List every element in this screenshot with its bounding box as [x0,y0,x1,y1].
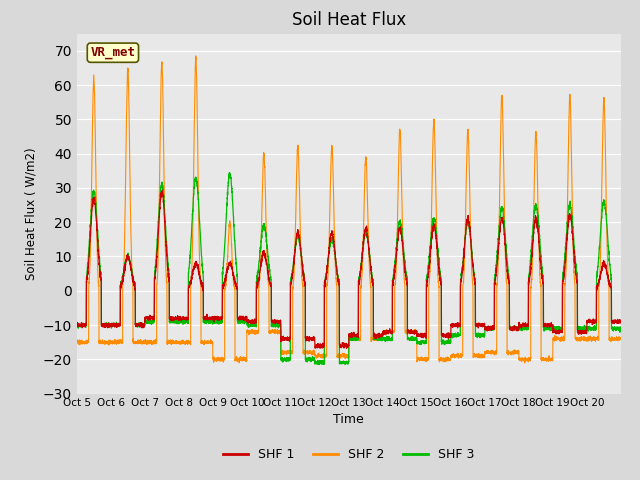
SHF 2 [521,360,529,366]
Line: SHF 2: SHF 2 [77,56,621,363]
SHF 2 [398,210,406,216]
SHF 1 [525,277,532,283]
Legend: SHF 1, SHF 2, SHF 3: SHF 1, SHF 2, SHF 3 [218,443,479,466]
SHF 3 [369,279,377,285]
SHF 2 [192,53,200,59]
SHF 2 [369,337,377,343]
SHF 2 [539,355,547,360]
SHF 2 [617,336,625,341]
X-axis label: Time: Time [333,413,364,426]
Text: VR_met: VR_met [90,46,136,59]
SHF 2 [525,357,532,363]
SHF 3 [525,273,532,278]
SHF 3 [186,259,193,264]
SHF 1 [73,322,81,327]
SHF 3 [617,325,625,331]
SHF 3 [316,361,323,367]
Line: SHF 3: SHF 3 [77,173,621,364]
Title: Soil Heat Flux: Soil Heat Flux [292,11,406,29]
SHF 1 [343,346,351,351]
SHF 1 [186,283,193,288]
SHF 3 [225,170,233,176]
Y-axis label: Soil Heat Flux ( W/m2): Soil Heat Flux ( W/m2) [24,147,37,280]
SHF 3 [499,205,506,211]
SHF 2 [186,339,193,345]
SHF 1 [499,215,506,220]
SHF 1 [617,317,625,323]
SHF 3 [398,233,406,239]
SHF 2 [498,92,506,98]
SHF 1 [539,279,547,285]
SHF 1 [158,187,166,193]
SHF 2 [73,337,81,343]
SHF 1 [398,238,406,243]
SHF 3 [539,274,547,279]
SHF 3 [73,323,81,329]
SHF 1 [369,282,377,288]
Line: SHF 1: SHF 1 [77,190,621,348]
